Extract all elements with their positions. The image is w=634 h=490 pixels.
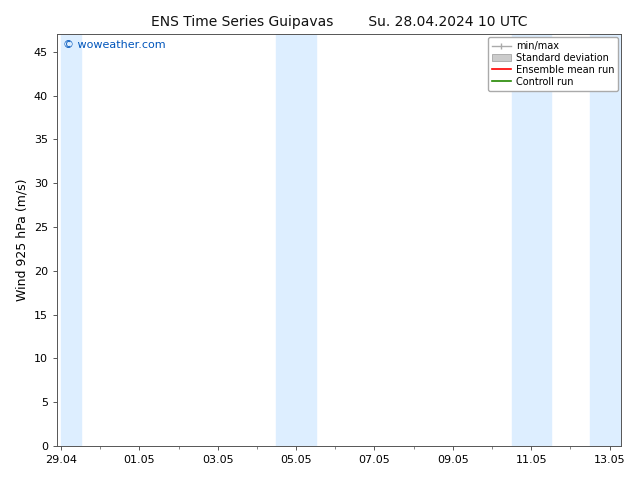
Bar <box>590 34 621 446</box>
Bar <box>512 34 551 446</box>
Bar <box>61 34 81 446</box>
Bar <box>276 34 316 446</box>
Legend: min/max, Standard deviation, Ensemble mean run, Controll run: min/max, Standard deviation, Ensemble me… <box>488 37 618 91</box>
Y-axis label: Wind 925 hPa (m/s): Wind 925 hPa (m/s) <box>15 179 29 301</box>
Title: ENS Time Series Guipavas        Su. 28.04.2024 10 UTC: ENS Time Series Guipavas Su. 28.04.2024 … <box>151 15 527 29</box>
Text: © woweather.com: © woweather.com <box>63 41 165 50</box>
